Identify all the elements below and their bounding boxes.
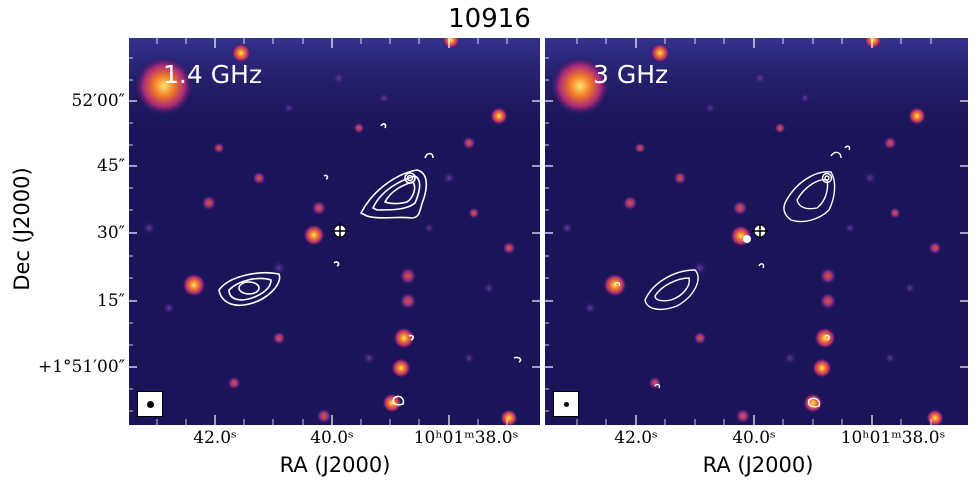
frequency-label: 1.4 GHz bbox=[163, 60, 262, 89]
x-tick-label: 40.0ˢ bbox=[732, 428, 776, 448]
x-tick-label: 10ʰ01ᵐ38.0ˢ bbox=[840, 428, 946, 448]
crosshair-marker bbox=[752, 223, 768, 239]
y-tick-label: 52′00″ bbox=[71, 91, 125, 111]
y-tick-label: +1°51′00″ bbox=[37, 357, 125, 377]
x-axis-label: RA (J2000) bbox=[702, 453, 814, 477]
y-tick-label: 15″ bbox=[97, 291, 125, 311]
x-tick-label: 42.0ˢ bbox=[614, 428, 658, 448]
beam-ellipse bbox=[147, 401, 154, 408]
radio-image-panel-3ghz: 3 GHz bbox=[545, 38, 968, 425]
radio-image-panel-1p4ghz: 1.4 GHz bbox=[129, 38, 540, 425]
y-axis-label: Dec (J2000) bbox=[10, 167, 34, 291]
x-tick-label: 40.0ˢ bbox=[310, 428, 354, 448]
x-axis-label: RA (J2000) bbox=[279, 453, 391, 477]
beam-ellipse bbox=[564, 402, 569, 407]
y-tick-label: 45″ bbox=[97, 156, 125, 176]
sky-image bbox=[545, 38, 968, 425]
beam-size-box bbox=[553, 391, 579, 417]
frequency-label: 3 GHz bbox=[593, 60, 669, 89]
x-tick-label: 42.0ˢ bbox=[193, 428, 237, 448]
sky-image bbox=[129, 38, 540, 425]
y-tick-label: 30″ bbox=[97, 223, 125, 243]
beam-size-box bbox=[137, 391, 163, 417]
crosshair-marker bbox=[332, 223, 348, 239]
figure-title: 10916 bbox=[448, 4, 531, 34]
x-tick-label: 10ʰ01ᵐ38.0ˢ bbox=[413, 428, 519, 448]
